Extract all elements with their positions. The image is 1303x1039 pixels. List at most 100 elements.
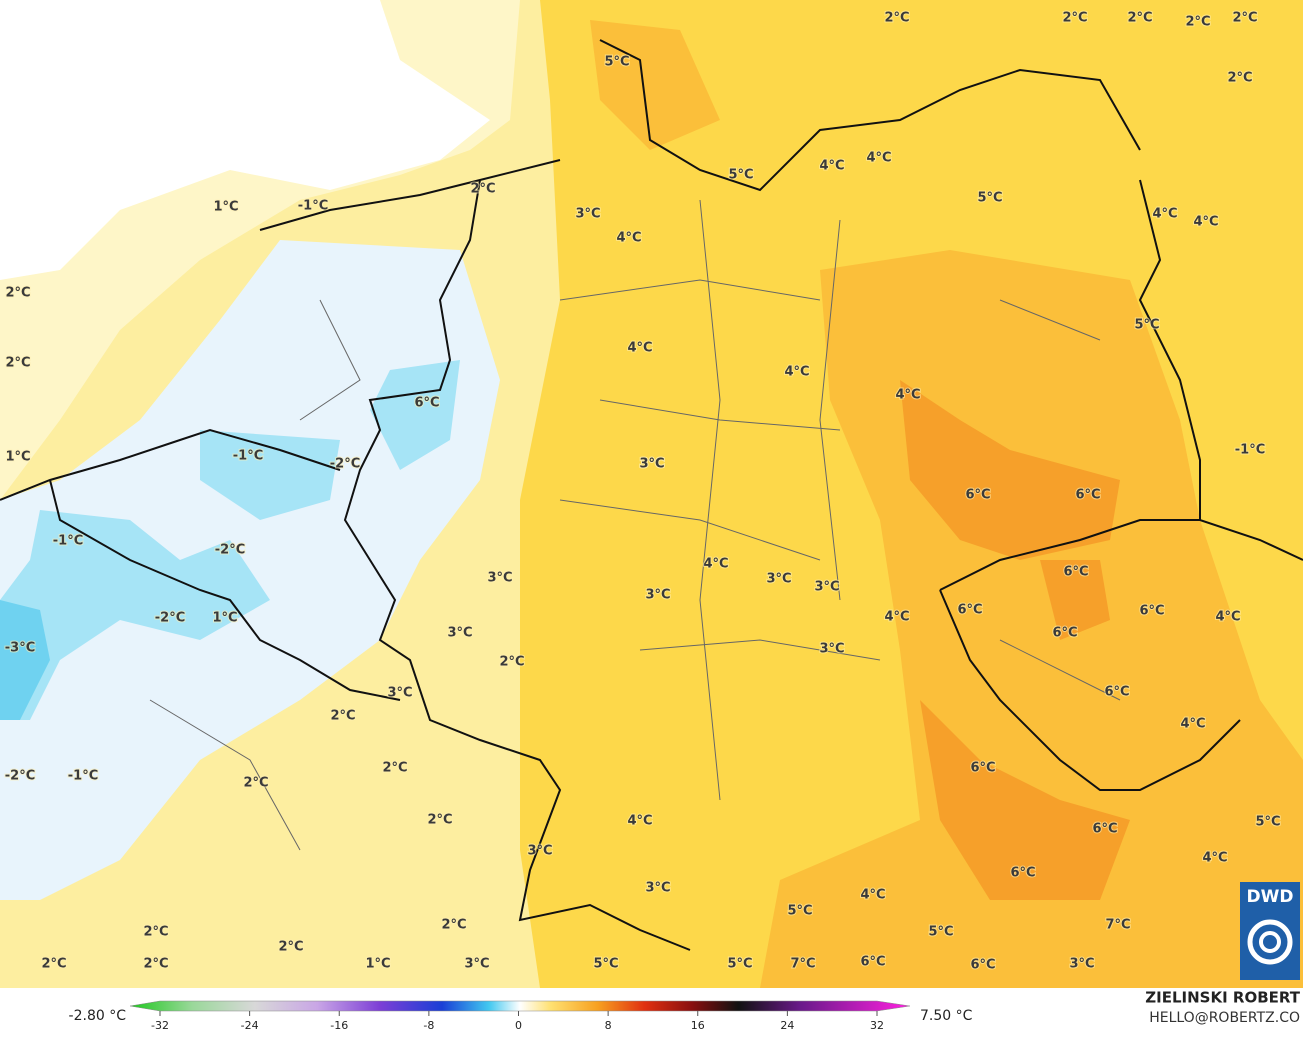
temperature-label: 3°C — [387, 686, 412, 701]
colorbar-tick-label: 8 — [605, 1019, 612, 1032]
temperature-label: 1°C — [5, 450, 30, 465]
sea-white — [0, 0, 490, 280]
temperature-label: 3°C — [487, 571, 512, 586]
temperature-label: 3°C — [527, 844, 552, 859]
colorbar-max-label: 7.50 °C — [920, 1008, 973, 1024]
temperature-label: 7°C — [790, 957, 815, 972]
colorbar-tick-label: 0 — [515, 1019, 522, 1032]
temperature-label: 4°C — [627, 814, 652, 829]
temperature-label: 4°C — [1202, 851, 1227, 866]
temperature-label: 2°C — [5, 356, 30, 371]
temperature-label: 5°C — [604, 55, 629, 70]
temperature-label: 5°C — [728, 168, 753, 183]
colorbar-tick-label: -24 — [241, 1019, 259, 1032]
logo-swirl — [1247, 919, 1293, 965]
colorbar-tick-label: 16 — [691, 1019, 705, 1032]
temperature-label: 3°C — [1069, 957, 1094, 972]
temperature-label: 5°C — [593, 957, 618, 972]
temperature-label: 6°C — [970, 761, 995, 776]
temperature-label: 4°C — [884, 610, 909, 625]
temperature-label: 5°C — [1134, 318, 1159, 333]
temperature-label: -1°C — [68, 769, 98, 784]
author: ZIELINSKI ROBERT — [1145, 989, 1300, 1007]
temperature-label: 5°C — [727, 957, 752, 972]
colder-field — [0, 360, 460, 720]
temperature-label: 1°C — [213, 200, 238, 215]
temperature-label: 2°C — [1185, 15, 1210, 30]
warmest-field — [900, 380, 1130, 900]
temperature-label: 3°C — [447, 626, 472, 641]
temperature-label: 5°C — [1255, 815, 1280, 830]
temperature-label: 2°C — [1232, 11, 1257, 26]
temperature-label: 3°C — [575, 207, 600, 222]
temperature-label: 6°C — [1104, 685, 1129, 700]
temperature-label: -2°C — [215, 543, 245, 558]
temperature-label: 4°C — [895, 388, 920, 403]
temperature-label: 2°C — [143, 925, 168, 940]
colorbar-min-label: -2.80 °C — [69, 1008, 127, 1024]
map: 2°C 2°C 2°C 2°C 2°C 2°C 5°C 5°C 4°C 4°C 5°C 4°C 4°C 2… — [0, 0, 1303, 988]
contact: HELLO@ROBERTZ.CO — [1149, 1010, 1300, 1026]
coldest-field — [0, 600, 50, 720]
temperature-label: 2°C — [278, 940, 303, 955]
temperature-label: 6°C — [860, 955, 885, 970]
temperature-label: 2°C — [441, 918, 466, 933]
colorbar-ramp — [129, 1000, 911, 1012]
temperature-label: 3°C — [464, 957, 489, 972]
temperature-label: 2°C — [1062, 11, 1087, 26]
temperature-label: 6°C — [970, 958, 995, 973]
temperature-label: 3°C — [639, 457, 664, 472]
temperature-label: 4°C — [860, 888, 885, 903]
temperature-label: 6°C — [1092, 822, 1117, 837]
temperature-label: 3°C — [766, 572, 791, 587]
logo-swirl-inner — [1259, 931, 1281, 953]
temperature-label: 1°C — [212, 611, 237, 626]
temperature-label: -1°C — [1235, 443, 1265, 458]
temperature-label: 3°C — [814, 580, 839, 595]
temperature-label: -2°C — [5, 769, 35, 784]
temperature-label: 4°C — [703, 557, 728, 572]
temperature-label: -1°C — [233, 449, 263, 464]
admin-borders — [149, 199, 1121, 851]
temperature-label: 4°C — [1180, 717, 1205, 732]
temperature-label: 4°C — [1215, 610, 1240, 625]
temperature-label: 3°C — [639, 457, 664, 472]
temperature-label: 2°C — [143, 957, 168, 972]
colorbar-tick-label: -8 — [423, 1019, 434, 1032]
temperature-label: 6°C — [1010, 866, 1035, 881]
colorbar-tick-label: 32 — [870, 1019, 884, 1032]
temperature-label: 2°C — [1227, 71, 1252, 86]
temperature-label: 2°C — [382, 761, 407, 776]
temperature-label: 4°C — [866, 151, 891, 166]
temperature-label: 6°C — [965, 488, 990, 503]
temperature-label: 2°C — [41, 957, 66, 972]
country-borders — [0, 39, 1303, 951]
temperature-label: -2°C — [330, 457, 360, 472]
temperature-label: 6°C — [414, 396, 439, 411]
colorbar-tick-label: 24 — [780, 1019, 794, 1032]
temperature-label: 4°C — [627, 341, 652, 356]
temperature-labels: 2°C 2°C 2°C 2°C 2°C 2°C 5°C 5°C 4°C 4°C 5°C 4°C 4°C 2… — [4, 10, 1282, 974]
temperature-label: 2°C — [470, 182, 495, 197]
temperature-label: 5°C — [977, 191, 1002, 206]
temperature-label: 2°C — [884, 11, 909, 26]
temperature-label: 2°C — [1127, 11, 1152, 26]
temperature-label: 2°C — [427, 813, 452, 828]
temperature-label: 2°C — [499, 655, 524, 670]
colorbar-tick-label: -16 — [330, 1019, 348, 1032]
temperature-label: 6°C — [1063, 565, 1088, 580]
temperature-label: 4°C — [1152, 207, 1177, 222]
temperature-label: 3°C — [819, 642, 844, 657]
logo-text: DWD — [1247, 887, 1294, 907]
temperature-label: 6°C — [1075, 488, 1100, 503]
temperature-label: -1°C — [53, 534, 83, 549]
temperature-label: -1°C — [298, 199, 328, 214]
temperature-label: 6°C — [957, 603, 982, 618]
colorbar: -32 -24 -16 -8 0 8 16 24 32 — [129, 1000, 911, 1032]
temperature-label: 4°C — [1193, 215, 1218, 230]
temperature-label: 7°C — [1105, 918, 1130, 933]
temperature-label: 5°C — [928, 925, 953, 940]
temperature-label: 3°C — [645, 881, 670, 896]
colorbar-tick-label: -32 — [151, 1019, 169, 1032]
